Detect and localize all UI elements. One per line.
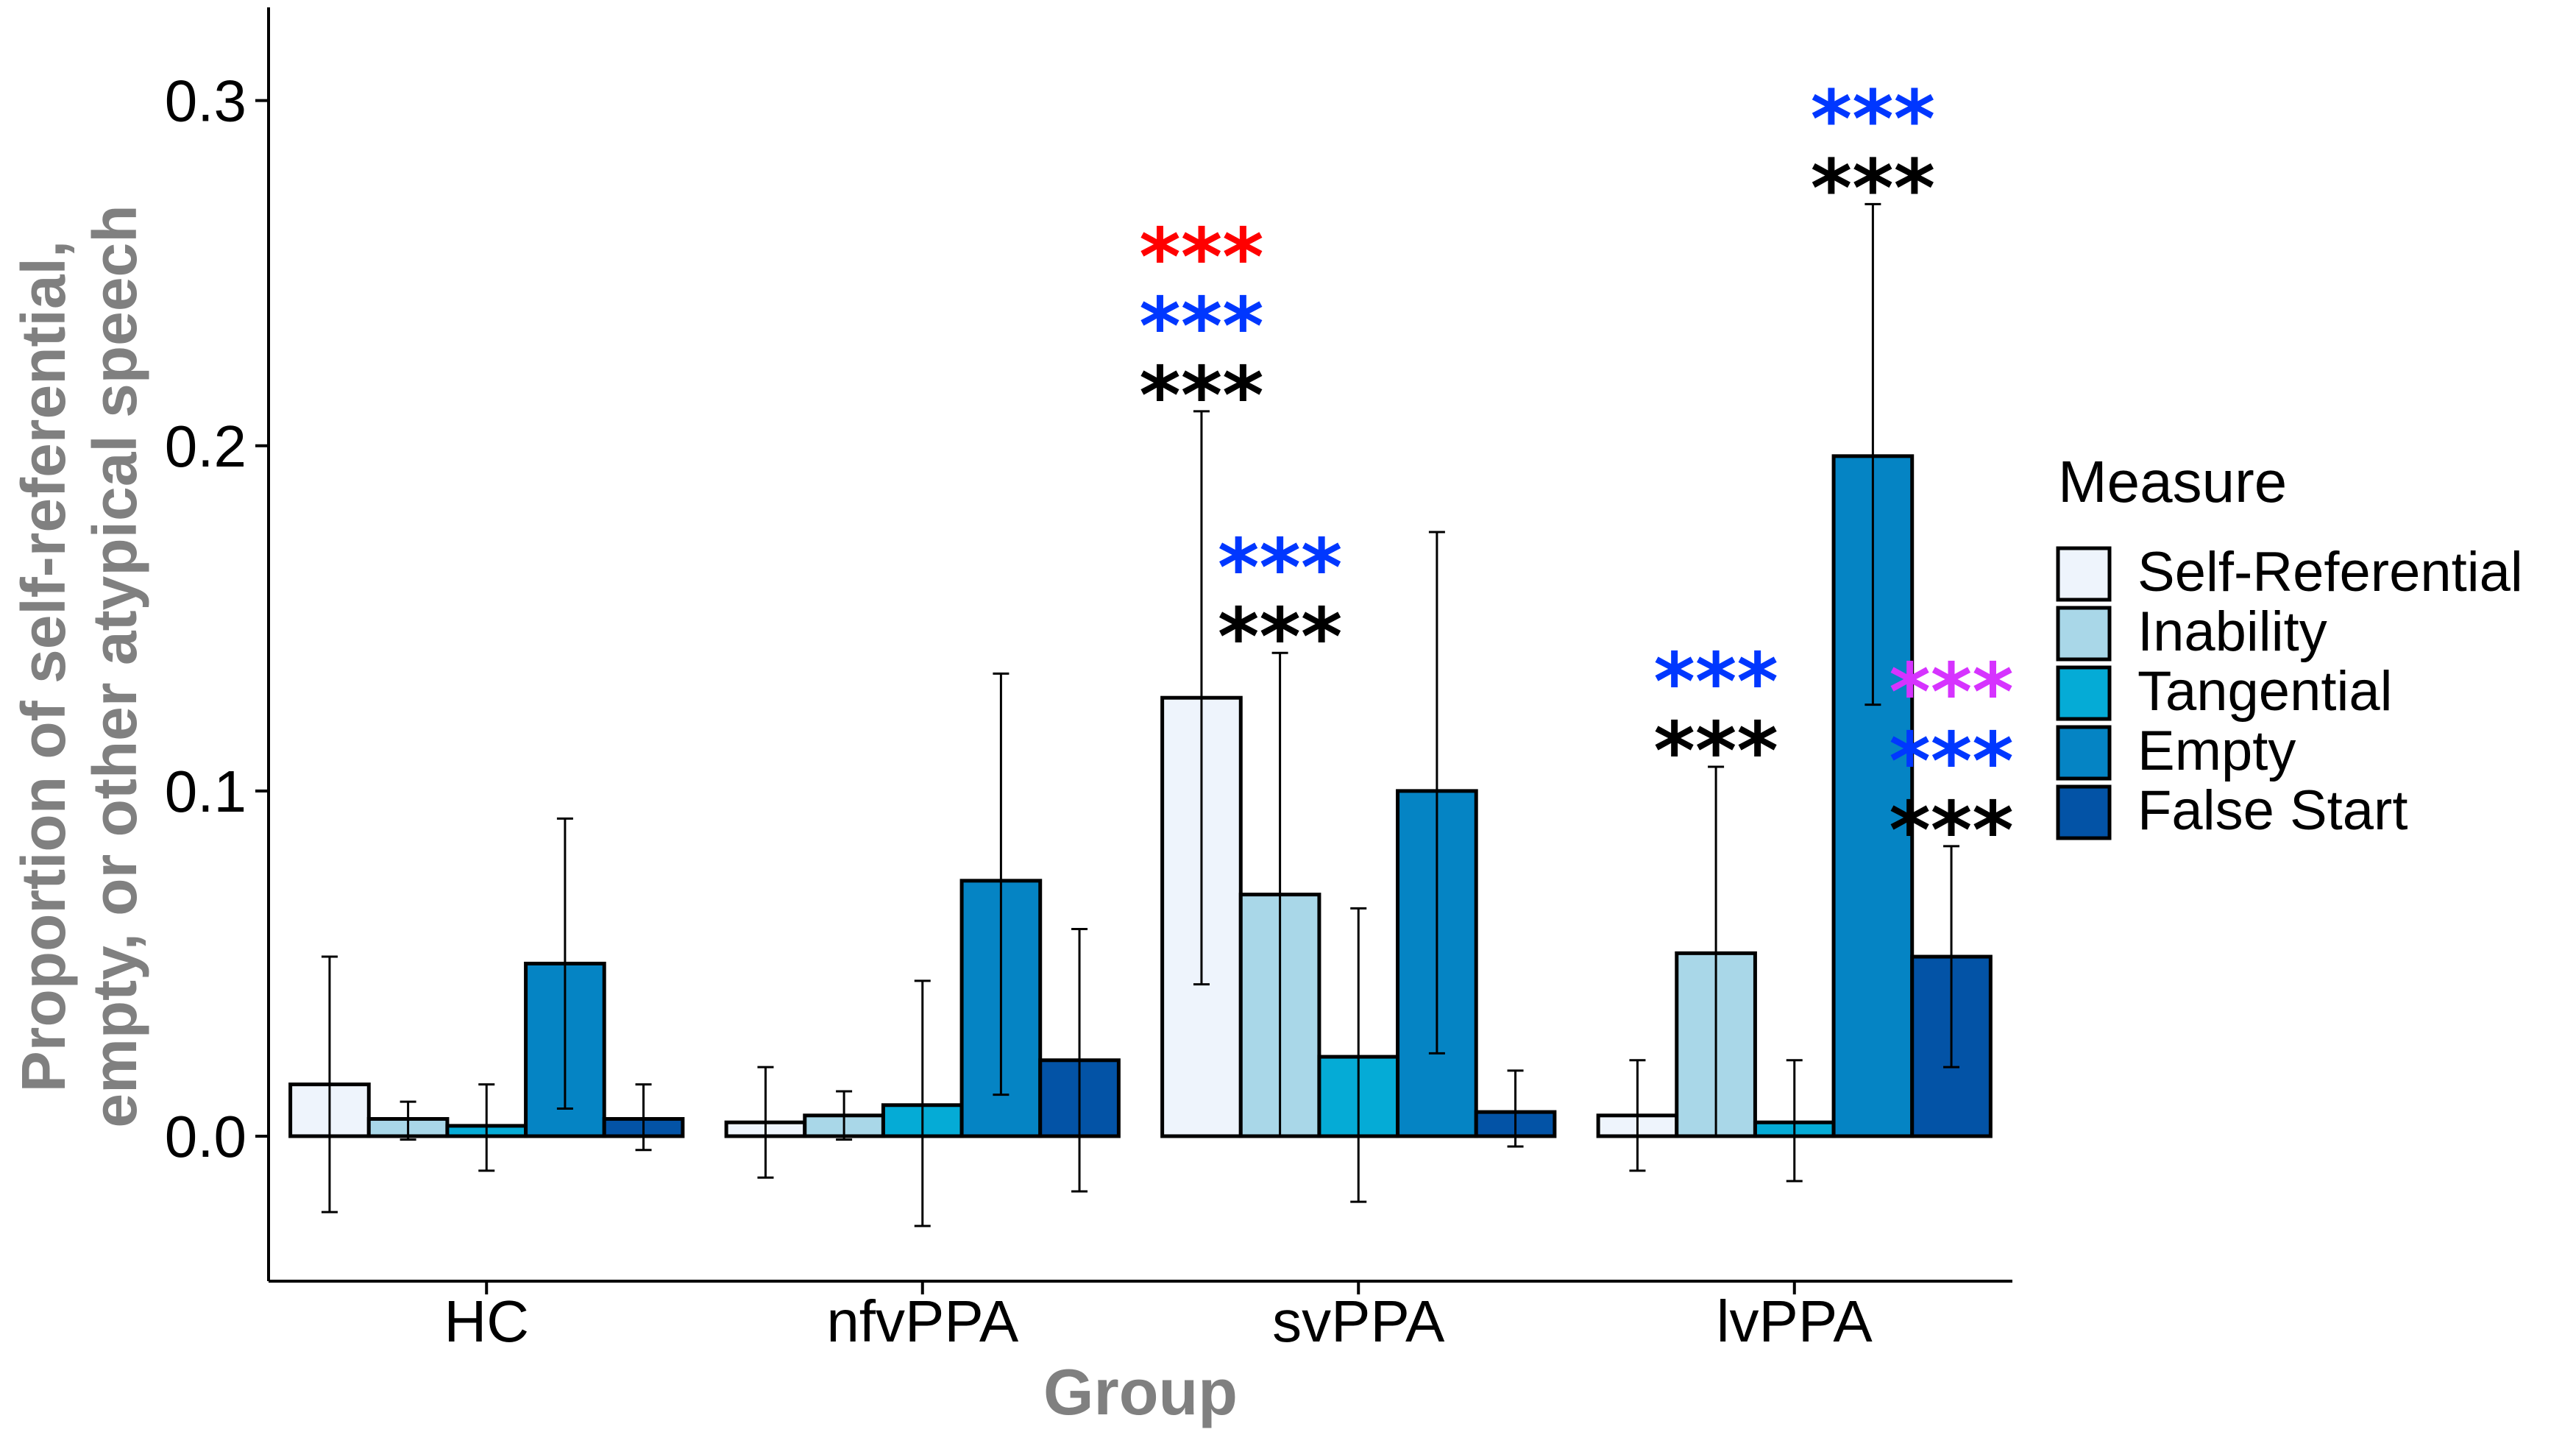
error-bar bbox=[1943, 845, 1960, 1068]
y-tick-label: 0.2 bbox=[165, 414, 246, 479]
significance-annotations: *************** ********************* bbox=[1139, 74, 2014, 877]
legend: Measure Self-ReferentialInabilityTangenti… bbox=[2056, 449, 2523, 842]
y-tick-label: 0.0 bbox=[165, 1104, 246, 1169]
significance-stars: *** bbox=[1653, 706, 1778, 798]
error-bars-layer bbox=[321, 202, 1960, 1227]
x-axis-title: Group bbox=[1043, 1355, 1238, 1428]
legend-label: Empty bbox=[2137, 720, 2296, 782]
x-tick-label: lvPPA bbox=[1717, 1289, 1873, 1354]
error-bar bbox=[635, 1083, 652, 1152]
significance-stars: *** bbox=[1218, 522, 1342, 614]
error-bar bbox=[1629, 1059, 1646, 1172]
significance-stars: *** bbox=[1889, 647, 2013, 739]
significance-stars: *** bbox=[1139, 350, 1263, 442]
error-bar bbox=[556, 817, 573, 1110]
x-tick-label: svPPA bbox=[1272, 1289, 1445, 1354]
error-bar bbox=[478, 1083, 495, 1172]
legend-key bbox=[2056, 606, 2112, 662]
legend-key bbox=[2056, 665, 2112, 721]
error-bar bbox=[836, 1090, 853, 1141]
error-bar bbox=[1071, 928, 1088, 1193]
error-bar bbox=[1271, 651, 1288, 1138]
significance-stars: *** bbox=[1889, 785, 2013, 877]
error-bar bbox=[1428, 531, 1445, 1055]
error-bar bbox=[1507, 1069, 1524, 1148]
significance-stars: *** bbox=[1653, 637, 1778, 729]
legend-label: Tangential bbox=[2137, 660, 2393, 723]
error-bar bbox=[757, 1066, 774, 1179]
error-bar bbox=[914, 979, 931, 1227]
legend-key bbox=[2056, 725, 2112, 781]
legend-item: Empty bbox=[2056, 720, 2296, 782]
error-bar bbox=[400, 1100, 416, 1141]
legend-title: Measure bbox=[2058, 449, 2287, 514]
significance-stars: *** bbox=[1811, 74, 1935, 166]
x-tick-label: nfvPPA bbox=[826, 1289, 1019, 1354]
legend-item: Self-Referential bbox=[2056, 541, 2523, 603]
significance-stars: *** bbox=[1889, 716, 2013, 808]
error-bar bbox=[1864, 202, 1881, 706]
error-bar bbox=[1786, 1059, 1803, 1183]
error-bar bbox=[993, 672, 1010, 1096]
significance-stars: *** bbox=[1218, 592, 1342, 684]
legend-item: False Start bbox=[2056, 779, 2408, 842]
significance-stars: *** bbox=[1811, 143, 1935, 235]
significance-stars: *** bbox=[1139, 281, 1263, 373]
legend-label: Inability bbox=[2137, 600, 2327, 663]
axes: 0.0 0.1 0.2 0.3 HC nfvPPA svPPA lvPPA Group Propo… bbox=[9, 7, 2012, 1428]
legend-item: Inability bbox=[2056, 600, 2327, 663]
x-tick-label: HC bbox=[444, 1289, 529, 1354]
significance-stars: *** bbox=[1139, 212, 1263, 304]
legend-key bbox=[2056, 784, 2112, 840]
legend-key bbox=[2056, 546, 2112, 602]
error-bar bbox=[1193, 410, 1210, 986]
legend-item: Tangential bbox=[2056, 660, 2393, 723]
y-axis-title-line: Proportion of self-referential, bbox=[9, 241, 78, 1092]
error-bar bbox=[1350, 907, 1367, 1203]
legend-label: Self-Referential bbox=[2137, 541, 2523, 603]
y-tick-label: 0.3 bbox=[165, 68, 246, 134]
error-bar bbox=[1708, 765, 1725, 1138]
error-bar bbox=[321, 955, 338, 1213]
legend-label: False Start bbox=[2137, 779, 2408, 842]
y-axis-title-line: empty, or other atypical speech bbox=[80, 205, 149, 1127]
y-tick-label: 0.1 bbox=[165, 759, 246, 824]
